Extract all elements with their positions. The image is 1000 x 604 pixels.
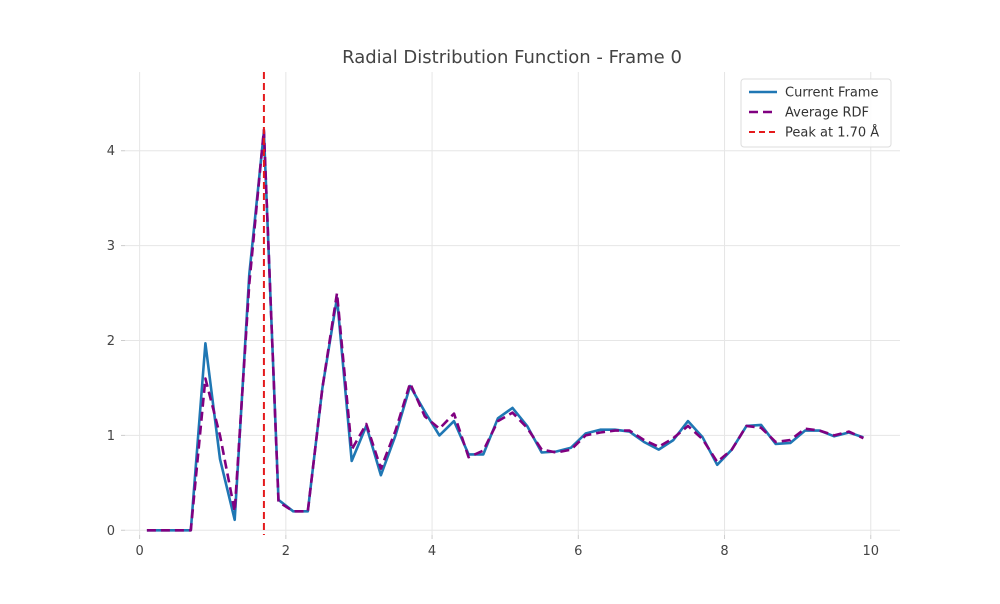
- x-tick-label: 10: [862, 544, 879, 559]
- x-tick-label: 8: [720, 544, 728, 559]
- x-tick-label: 0: [135, 544, 143, 559]
- current-frame-line: [146, 130, 864, 532]
- chart-title: Radial Distribution Function - Frame 0: [342, 47, 682, 68]
- y-tick-label: 0: [107, 524, 115, 539]
- legend-average-rdf: Average RDF: [749, 106, 869, 121]
- legend-peak: Peak at 1.70 Å: [749, 125, 879, 141]
- x-tick-label: 4: [428, 544, 436, 559]
- legend-current-frame: Current Frame: [749, 86, 878, 101]
- legend-box: [740, 78, 892, 148]
- y-tick-label: 4: [107, 144, 115, 159]
- x-tick-label: 2: [282, 544, 290, 559]
- y-tick-label: 3: [107, 239, 115, 254]
- x-tick-label: 6: [574, 544, 582, 559]
- grid: [125, 72, 900, 535]
- y-tick-label: 2: [107, 334, 115, 349]
- legend-label: Average RDF: [785, 106, 869, 121]
- legend-label: Peak at 1.70 Å: [785, 125, 879, 141]
- y-tick-label: 1: [107, 429, 115, 444]
- average-rdf-line: [146, 128, 864, 532]
- series-lines: [146, 72, 864, 535]
- legend: Current Frame Average RDF Peak at 1.70 Å: [740, 78, 892, 148]
- legend-label: Current Frame: [785, 86, 878, 101]
- axis-ticks: 0 2 4 6 8 10 0 1 2 3 4: [107, 144, 879, 559]
